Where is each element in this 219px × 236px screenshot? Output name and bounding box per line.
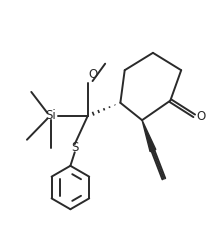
Text: S: S xyxy=(71,141,78,154)
Text: O: O xyxy=(196,110,206,123)
Text: O: O xyxy=(89,68,98,81)
Text: Si: Si xyxy=(46,109,56,122)
Polygon shape xyxy=(142,120,156,152)
